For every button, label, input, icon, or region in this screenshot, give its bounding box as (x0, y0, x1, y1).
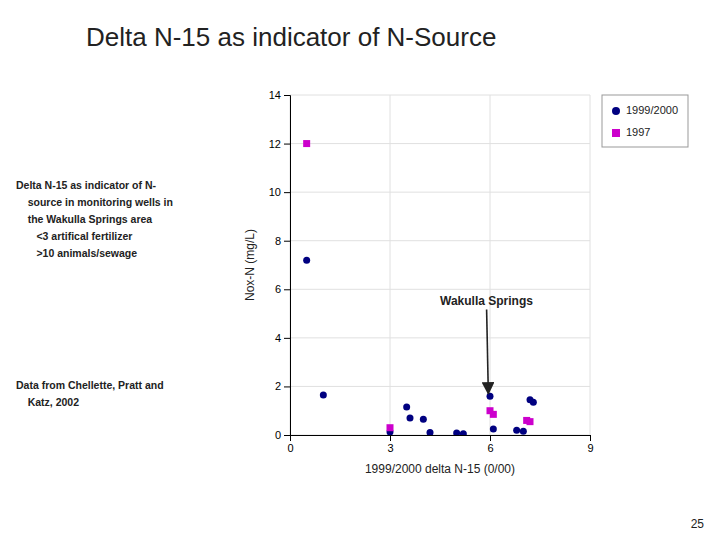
point (387, 424, 394, 431)
point (420, 416, 427, 423)
y-tick: 0 (275, 429, 290, 441)
y-tick-label: 6 (275, 283, 281, 295)
point (520, 428, 527, 435)
y-tick-mark (284, 338, 290, 339)
y-axis: 0 2 4 6 8 10 12 14 (269, 89, 291, 441)
text-block: Delta N-15 as indicator of N- source in … (16, 179, 173, 259)
page-number: 25 (691, 517, 705, 531)
y-tick: 12 (269, 138, 290, 150)
legend: 1999/2000 1997 (602, 95, 688, 147)
y-tick-label: 2 (275, 380, 281, 392)
grid-line-y (290, 192, 590, 193)
grid-line-x (590, 95, 591, 435)
legend-label: 1997 (626, 126, 650, 138)
grid-line-y (290, 240, 590, 241)
y-tick: 14 (269, 89, 290, 101)
grid-line-y (290, 337, 590, 338)
point (490, 425, 497, 432)
grid-line-y (290, 386, 590, 387)
point (490, 411, 497, 418)
x-tick-mark (590, 435, 591, 441)
y-tick-mark (284, 241, 290, 242)
legend-marker (612, 129, 620, 137)
y-tick: 2 (275, 380, 290, 392)
point (427, 429, 434, 435)
x-tick-mark (490, 435, 491, 441)
grid-line-y (290, 143, 590, 144)
point (527, 418, 534, 425)
grid-line-y (290, 289, 590, 290)
point (407, 415, 414, 422)
x-tick-label: 3 (387, 442, 393, 454)
legend-label: 1999/2000 (626, 104, 678, 116)
grid (290, 95, 590, 435)
x-tick: 6 (487, 435, 493, 454)
x-axis-line (291, 436, 591, 442)
x-tick: 9 (587, 435, 593, 454)
x-tick: 0 (287, 435, 293, 454)
grid-line-x (490, 95, 491, 435)
y-tick-label: 8 (275, 235, 281, 247)
y-tick: 10 (269, 186, 290, 198)
grid-line-y (290, 95, 590, 96)
legend-marker (612, 107, 620, 115)
series (303, 140, 533, 431)
x-tick-label: 9 (587, 442, 593, 454)
y-tick-label: 14 (269, 89, 281, 101)
annotations: Wakulla Springs (440, 294, 533, 394)
text-block: Data from Chellette, Pratt and Katz, 200… (16, 379, 164, 408)
series (303, 257, 537, 435)
y-axis-line (284, 96, 291, 436)
y-tick-label: 12 (269, 138, 281, 150)
y-tick-mark (284, 435, 290, 436)
point (513, 427, 520, 434)
point (453, 430, 460, 435)
point (460, 430, 467, 435)
y-axis-title: Nox-N (mg/L) (243, 229, 257, 301)
title: Delta N-15 as indicator of N-Source (86, 22, 496, 52)
y-tick-mark (284, 386, 290, 387)
y-tick-label: 4 (275, 332, 281, 344)
x-axis: 0 3 6 9 (287, 435, 593, 454)
y-tick-mark (284, 95, 290, 96)
point (530, 399, 537, 406)
x-tick-label: 0 (287, 442, 293, 454)
point (320, 391, 327, 398)
point (303, 140, 310, 147)
y-tick-mark (284, 144, 290, 145)
annotation: Wakulla Springs (440, 294, 533, 308)
y-tick-label: 0 (275, 429, 281, 441)
y-tick-label: 10 (269, 186, 281, 198)
chart: Delta N-15 as indicator of N-Source Delta… (0, 0, 720, 540)
annotation-arrow (487, 310, 489, 394)
plot-area (303, 140, 537, 435)
x-axis-title: 1999/2000 delta N-15 (0/00) (365, 462, 515, 476)
x-tick-label: 6 (487, 442, 493, 454)
y-tick-mark (284, 192, 290, 193)
grid-line-x (390, 95, 391, 435)
x-tick: 3 (387, 435, 393, 454)
legend-box (602, 95, 688, 147)
y-tick: 6 (275, 283, 290, 295)
y-tick: 4 (275, 332, 290, 344)
point (303, 257, 310, 264)
y-tick: 8 (275, 235, 290, 247)
point (403, 404, 410, 411)
x-tick-mark (390, 435, 391, 441)
y-tick-mark (284, 289, 290, 290)
